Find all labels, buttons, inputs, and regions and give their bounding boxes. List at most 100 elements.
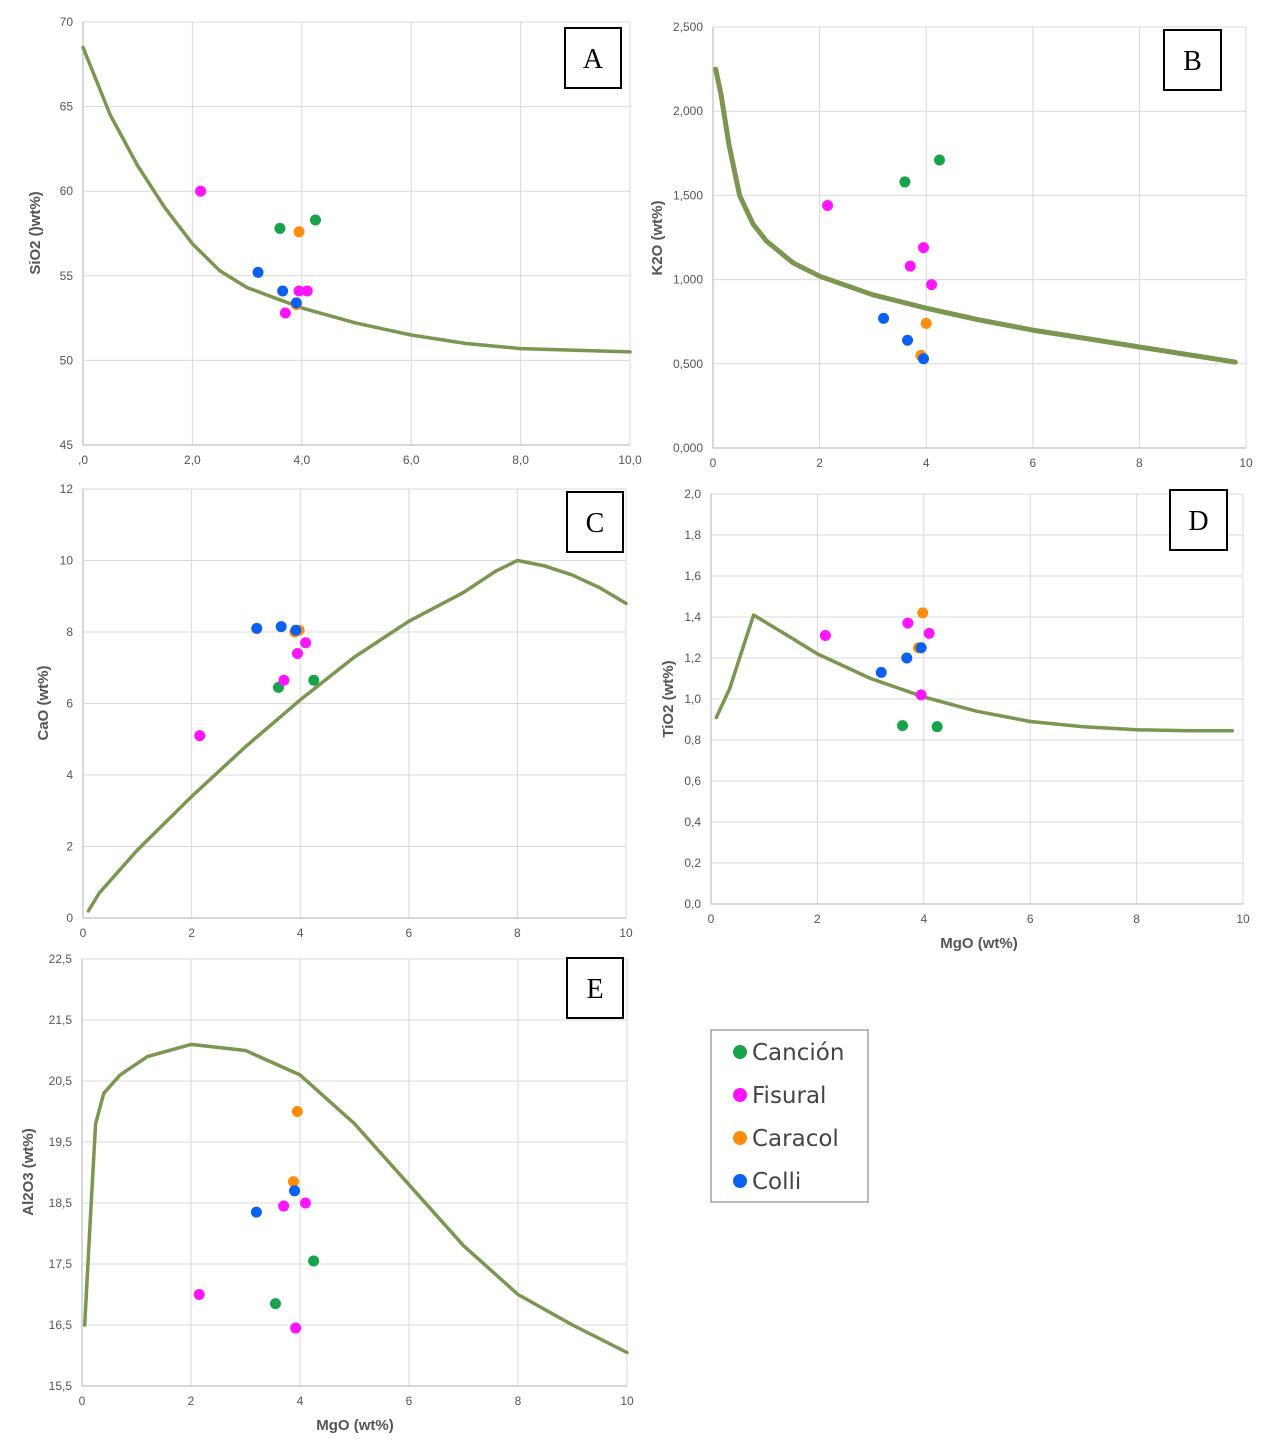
point-fisural [926, 279, 938, 291]
x-tick-label: 8 [1133, 912, 1140, 926]
x-axis-title: MgO (wt%) [316, 1417, 393, 1434]
y-axis-title: SiO2 ()wt%) [27, 191, 44, 274]
x-tick-label: 6 [1027, 912, 1034, 926]
legend-marker [733, 1174, 747, 1188]
point-fisural [822, 200, 834, 212]
x-tick-label: 2,0 [184, 453, 201, 467]
panel-label: E [586, 974, 603, 1005]
x-tick-label: 0 [708, 912, 715, 926]
x-tick-label: 4 [297, 1394, 304, 1408]
y-tick-label: 1,8 [684, 528, 701, 542]
legend-entry: Caracol [752, 1126, 839, 1152]
y-tick-label: 0,8 [684, 733, 701, 747]
y-tick-label: 1,2 [684, 651, 701, 665]
x-tick-label: 6,0 [403, 453, 420, 467]
x-tick-label: 8 [514, 926, 521, 940]
y-tick-label: 65 [60, 100, 74, 114]
point-colli [277, 285, 289, 297]
point-caracol [920, 317, 932, 329]
point-cancion [931, 721, 943, 733]
x-tick-label: 6 [1029, 456, 1036, 470]
y-tick-label: 1,4 [684, 610, 701, 624]
panel-label-box [1169, 489, 1228, 551]
y-tick-label: 2,0 [684, 487, 701, 501]
point-fisural [902, 617, 914, 629]
x-tick-label: 2 [188, 1394, 195, 1408]
point-cancion [309, 214, 321, 226]
model-curve [82, 1042, 629, 1355]
point-fisural [904, 260, 916, 272]
y-tick-label: 2,500 [673, 20, 703, 34]
x-tick-label: 2 [816, 456, 823, 470]
panel-label-box [564, 27, 622, 89]
x-tick-label: 4 [297, 926, 304, 940]
point-fisural [301, 285, 313, 297]
x-tick-label: 2 [188, 926, 195, 940]
y-tick-label: 12 [60, 482, 74, 496]
y-tick-label: 2 [66, 840, 73, 854]
x-tick-label: 8 [515, 1394, 522, 1408]
legend-entry: Fisural [752, 1083, 826, 1109]
point-fisural [278, 1200, 290, 1212]
y-axis-title: K2O (wt%) [649, 200, 666, 275]
point-cancion [308, 674, 320, 686]
point-colli [252, 266, 264, 278]
legend-box [710, 1029, 869, 1203]
point-fisural [290, 1322, 302, 1334]
point-colli [901, 652, 913, 664]
y-axis-title: TiO2 (wt%) [660, 660, 677, 737]
x-tick-label: 0 [80, 926, 87, 940]
point-cancion [899, 176, 911, 188]
y-tick-label: 0,000 [673, 441, 703, 455]
point-fisural [819, 629, 831, 641]
point-cancion [274, 222, 286, 234]
model-curve [713, 66, 1238, 365]
point-fisural [299, 1197, 311, 1209]
y-tick-label: 8 [66, 625, 73, 639]
point-fisural [915, 689, 927, 701]
point-fisural [278, 674, 290, 686]
point-fisural [300, 637, 312, 649]
y-tick-label: 0 [66, 911, 73, 925]
legend-entry: Colli [752, 1169, 801, 1195]
model-curve [81, 45, 632, 354]
x-tick-label: 0 [79, 1394, 86, 1408]
panel-label: A [583, 44, 604, 75]
y-tick-label: 19,5 [49, 1135, 73, 1149]
point-colli [250, 1206, 262, 1218]
y-tick-label: 70 [60, 15, 74, 29]
y-tick-label: 18,5 [49, 1196, 73, 1210]
point-caracol [293, 226, 305, 238]
x-tick-label: 2 [814, 912, 821, 926]
y-tick-label: 50 [60, 353, 74, 367]
point-caracol [917, 607, 929, 619]
point-colli [878, 312, 890, 324]
point-caracol [291, 1106, 303, 1117]
y-tick-label: 45 [60, 438, 74, 452]
model-curve [714, 613, 1235, 733]
x-tick-label: 10,0 [618, 453, 642, 467]
y-tick-label: 17,5 [49, 1257, 73, 1271]
panel-label-box [1163, 29, 1222, 91]
panel-c: 0 2 4 6 8 10 0 2 4 6 8 10 12 CaO (wt%) C [35, 482, 633, 940]
y-tick-label: 60 [60, 184, 74, 198]
y-tick-label: 0,2 [684, 856, 701, 870]
panel-label: C [586, 508, 605, 539]
y-tick-label: 22,5 [49, 952, 73, 966]
point-cancion [897, 720, 909, 732]
x-axis-title: MgO (wt%) [940, 935, 1017, 952]
y-tick-label: 20,5 [49, 1074, 73, 1088]
x-tick-label: 4,0 [293, 453, 310, 467]
point-fisural [194, 730, 206, 742]
y-tick-label: 16,5 [49, 1318, 73, 1332]
point-colli [290, 297, 302, 309]
point-colli [251, 622, 263, 634]
point-fisural [918, 242, 930, 254]
point-cancion [934, 154, 946, 166]
y-tick-label: 55 [60, 269, 74, 283]
point-fisural [923, 627, 935, 639]
y-tick-label: 0,6 [684, 774, 701, 788]
x-tick-label: 8,0 [512, 453, 529, 467]
panel-label-box [566, 491, 624, 553]
panel-b: 0 2 4 6 8 10 0,000 0,500 1,000 1,500 2,000 2,500 K2O… [649, 20, 1253, 470]
